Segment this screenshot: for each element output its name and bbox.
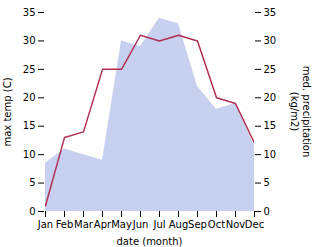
svg-text:Mar: Mar [74, 219, 94, 230]
svg-text:35: 35 [23, 7, 36, 18]
svg-text:Nov: Nov [226, 219, 246, 230]
svg-text:Oct: Oct [208, 219, 225, 230]
svg-text:20: 20 [264, 92, 277, 103]
svg-text:15: 15 [23, 120, 36, 131]
svg-text:Apr: Apr [94, 219, 112, 230]
svg-text:0: 0 [264, 206, 270, 217]
svg-text:Aug: Aug [169, 219, 189, 230]
svg-text:0: 0 [29, 206, 35, 217]
svg-text:25: 25 [264, 64, 277, 75]
svg-text:10: 10 [264, 149, 277, 160]
svg-text:30: 30 [264, 35, 277, 46]
svg-text:Jan: Jan [37, 219, 53, 230]
svg-text:5: 5 [29, 177, 35, 188]
svg-text:30: 30 [23, 35, 36, 46]
svg-text:Jul: Jul [152, 219, 165, 230]
svg-text:10: 10 [23, 149, 36, 160]
svg-text:15: 15 [264, 120, 277, 131]
svg-text:max temp (C): max temp (C) [2, 77, 13, 146]
svg-text:Feb: Feb [56, 219, 74, 230]
svg-text:date (month): date (month) [117, 236, 183, 247]
svg-text:May: May [111, 219, 132, 230]
svg-text:25: 25 [23, 64, 36, 75]
svg-text:med. precipitation(kg/m2): med. precipitation(kg/m2) [289, 66, 312, 158]
svg-text:20: 20 [23, 92, 36, 103]
svg-text:Dec: Dec [245, 219, 264, 230]
svg-text:35: 35 [264, 7, 277, 18]
svg-text:Sep: Sep [188, 219, 207, 230]
svg-text:5: 5 [264, 177, 270, 188]
svg-text:Jun: Jun [132, 219, 149, 230]
